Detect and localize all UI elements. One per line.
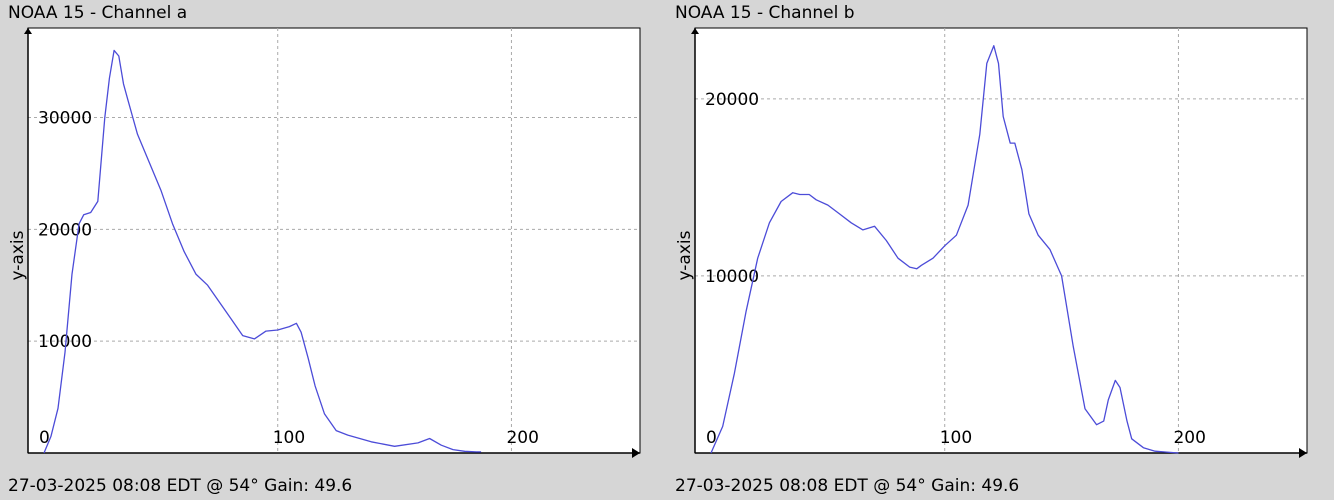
x-tick-label: 0 [39,428,50,448]
channel-b-panel: NOAA 15 - Channel b 10000 20000 0 100 200 y-a… [667,0,1334,500]
chart-title: NOAA 15 - Channel b [675,3,855,23]
x-axis-arrow-icon [632,448,640,458]
x-tick-label: 200 [506,428,538,448]
y-axis-arrow-icon [24,28,32,34]
x-tick-label: 100 [940,428,972,448]
y-tick-label: 20000 [705,90,759,110]
y-tick-label: 20000 [38,220,92,240]
channel-b-chart: 10000 20000 0 100 200 y-axis [675,27,1308,458]
y-axis-arrow-icon [691,28,699,34]
series-line [43,49,482,454]
y-tick-label: 30000 [38,108,92,128]
channel-a-panel: NOAA 15 - Channel a 10000 20000 30000 0 100 2… [8,3,641,496]
x-tick-label: 100 [273,428,305,448]
x-axis-arrow-icon [1299,448,1307,458]
x-tick-label: 0 [706,428,717,448]
y-axis-title: y-axis [8,230,28,280]
chart-footer: 27-03-2025 08:08 EDT @ 54° Gain: 49.6 [8,476,353,496]
chart-title: NOAA 15 - Channel a [8,3,188,23]
channel-a-chart: 10000 20000 30000 0 100 200 y-axis [8,27,641,458]
x-tick-label: 200 [1173,428,1205,448]
y-tick-label: 10000 [38,332,92,352]
y-axis-title: y-axis [675,230,695,280]
series-line [710,45,1179,454]
chart-footer: 27-03-2025 08:08 EDT @ 54° Gain: 49.6 [675,476,1020,496]
y-tick-label: 10000 [705,267,759,287]
plot-area [27,27,641,454]
